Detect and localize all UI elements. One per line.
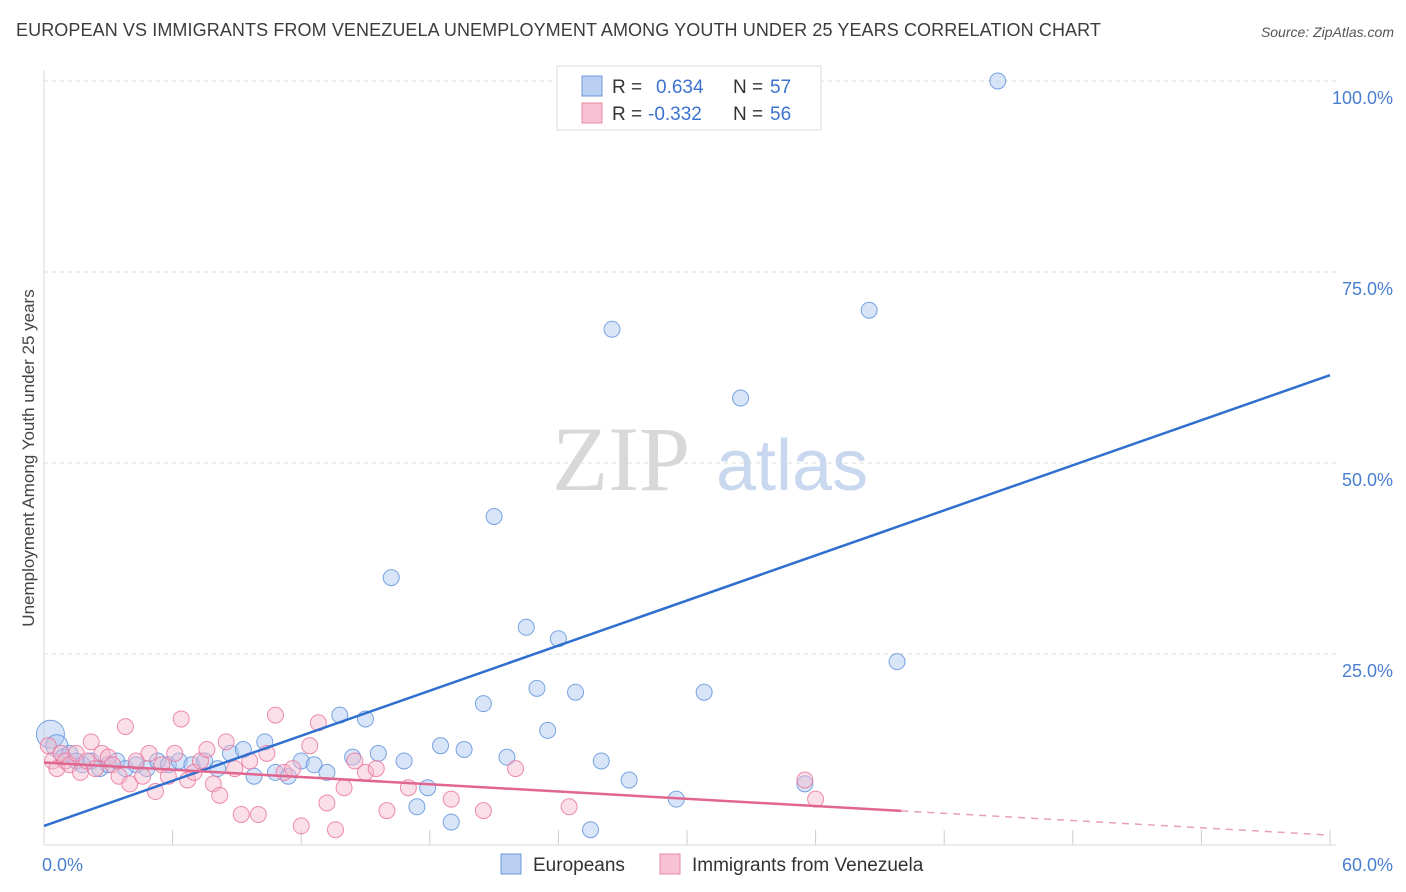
venezuela-point bbox=[335, 779, 353, 797]
venezuela-trend-line bbox=[43, 761, 902, 813]
europeans-point bbox=[989, 72, 1007, 90]
venezuela-point bbox=[326, 821, 344, 839]
europeans-point bbox=[305, 756, 323, 774]
venezuela-point bbox=[301, 737, 319, 755]
y-tick-label: 50.0% bbox=[1342, 470, 1393, 490]
stats-legend: R = 0.634 N = 57 R = -0.332 N = 56 bbox=[556, 65, 822, 131]
venezuela-point bbox=[266, 706, 284, 724]
stats-n-value: 57 bbox=[770, 77, 791, 98]
stats-n-label: N = bbox=[733, 104, 763, 125]
europeans-point bbox=[695, 683, 713, 701]
stats-n-value: 56 bbox=[770, 104, 791, 125]
europeans-point bbox=[592, 752, 610, 770]
venezuela-point bbox=[116, 718, 134, 736]
venezuela-point bbox=[134, 767, 152, 785]
legend-label-europeans: Europeans bbox=[533, 855, 625, 876]
x-tick-label: 60.0% bbox=[1342, 855, 1393, 875]
stats-n-label: N = bbox=[733, 77, 763, 98]
watermark: ZIP atlas bbox=[552, 408, 868, 510]
stats-r-value: -0.332 bbox=[648, 104, 702, 125]
venezuela-point bbox=[232, 805, 250, 823]
venezuela-point bbox=[367, 760, 385, 778]
legend-swatch-europeans bbox=[500, 853, 522, 875]
axes bbox=[43, 70, 1336, 846]
venezuela-point bbox=[318, 794, 336, 812]
watermark-atlas: atlas bbox=[716, 426, 868, 506]
venezuela-point bbox=[378, 802, 396, 820]
europeans-point bbox=[888, 653, 906, 671]
europeans-point bbox=[567, 683, 585, 701]
europeans-point bbox=[318, 763, 336, 781]
europeans-point bbox=[35, 719, 65, 749]
europeans-point bbox=[382, 569, 400, 587]
venezuela-point bbox=[796, 771, 814, 789]
europeans-point bbox=[732, 389, 750, 407]
venezuela-point bbox=[474, 802, 492, 820]
stats-swatch-europeans bbox=[581, 75, 603, 97]
chart-title: EUROPEAN VS IMMIGRANTS FROM VENEZUELA UN… bbox=[16, 20, 1102, 40]
europeans-point bbox=[455, 741, 473, 758]
x-tick-label: 0.0% bbox=[42, 855, 83, 875]
europeans-point bbox=[498, 748, 516, 766]
venezuela-point bbox=[284, 760, 302, 778]
venezuela-point bbox=[198, 741, 216, 758]
legend-swatch-venezuela bbox=[659, 853, 681, 875]
venezuela-point bbox=[211, 786, 229, 804]
venezuela-point bbox=[86, 760, 104, 778]
europeans-point bbox=[517, 618, 535, 636]
europeans-point bbox=[432, 737, 450, 755]
europeans-point bbox=[419, 779, 437, 797]
europeans-point bbox=[245, 767, 263, 785]
trend-lines bbox=[43, 373, 1331, 836]
venezuela-trend-line-extension bbox=[901, 810, 1331, 836]
legend-label-venezuela: Immigrants from Venezuela bbox=[692, 855, 924, 876]
stats-r-label: R = bbox=[612, 104, 642, 125]
y-tick-label: 100.0% bbox=[1332, 88, 1393, 108]
bottom-legend: Europeans Immigrants from Venezuela bbox=[500, 853, 924, 876]
y-tick-label: 75.0% bbox=[1342, 279, 1393, 299]
venezuela-point bbox=[166, 744, 184, 762]
venezuela-point bbox=[346, 752, 364, 770]
source-label: Source: ZipAtlas.com bbox=[1260, 24, 1394, 40]
europeans-point bbox=[582, 821, 600, 839]
europeans-point bbox=[395, 752, 413, 770]
y-tick-label: 25.0% bbox=[1342, 661, 1393, 681]
venezuela-point bbox=[140, 744, 158, 762]
europeans-point bbox=[796, 775, 814, 793]
europeans-point bbox=[528, 679, 546, 697]
europeans-point bbox=[539, 721, 557, 739]
europeans-point bbox=[603, 320, 621, 338]
europeans-point bbox=[860, 301, 878, 319]
venezuela-point bbox=[442, 790, 460, 808]
venezuela-points bbox=[39, 706, 825, 839]
stats-r-label: R = bbox=[612, 77, 642, 98]
venezuela-point bbox=[82, 733, 100, 751]
europeans-point bbox=[408, 798, 426, 816]
europeans-point bbox=[442, 813, 460, 831]
watermark-zip: ZIP bbox=[552, 408, 690, 510]
tick-labels: 100.0% 75.0% 50.0% 25.0% 0.0% 60.0% bbox=[42, 88, 1393, 875]
grid bbox=[43, 80, 1336, 845]
europeans-point bbox=[620, 771, 638, 789]
venezuela-point bbox=[292, 817, 310, 835]
venezuela-point bbox=[172, 710, 190, 728]
venezuela-point bbox=[507, 760, 525, 778]
venezuela-point bbox=[560, 798, 578, 816]
stats-swatch-venezuela bbox=[581, 102, 603, 124]
venezuela-point bbox=[249, 805, 267, 823]
europeans-point bbox=[485, 507, 503, 525]
venezuela-point bbox=[127, 752, 145, 770]
venezuela-point bbox=[121, 775, 139, 793]
europeans-trend-line bbox=[43, 373, 1331, 828]
venezuela-point bbox=[217, 733, 235, 751]
europeans-point bbox=[369, 744, 387, 762]
stats-r-value: 0.634 bbox=[656, 77, 704, 98]
y-axis-label: Unemployment Among Youth under 25 years bbox=[19, 289, 38, 626]
europeans-point bbox=[474, 695, 492, 713]
